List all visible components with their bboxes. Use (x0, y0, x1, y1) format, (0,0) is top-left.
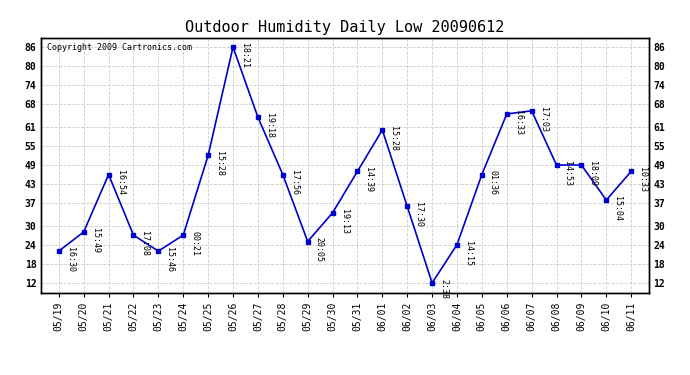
Text: 14:39: 14:39 (364, 167, 373, 192)
Text: 19:13: 19:13 (339, 209, 348, 234)
Text: 14:15: 14:15 (464, 240, 473, 266)
Text: 15:04: 15:04 (613, 196, 622, 221)
Text: 14:53: 14:53 (564, 161, 573, 186)
Text: 15:49: 15:49 (90, 228, 99, 253)
Text: 20:05: 20:05 (315, 237, 324, 262)
Text: 2:38: 2:38 (439, 279, 448, 299)
Text: 00:21: 00:21 (190, 231, 199, 256)
Text: 16:33: 16:33 (513, 110, 523, 135)
Text: 15:28: 15:28 (215, 151, 224, 176)
Text: 17:56: 17:56 (290, 170, 299, 195)
Text: 16:54: 16:54 (115, 170, 124, 195)
Text: 18:09: 18:09 (589, 161, 598, 186)
Text: 15:46: 15:46 (166, 247, 175, 272)
Text: Copyright 2009 Cartronics.com: Copyright 2009 Cartronics.com (48, 43, 193, 52)
Title: Outdoor Humidity Daily Low 20090612: Outdoor Humidity Daily Low 20090612 (186, 20, 504, 35)
Text: 10:33: 10:33 (638, 167, 647, 192)
Text: 16:30: 16:30 (66, 247, 75, 272)
Text: 15:28: 15:28 (389, 126, 398, 151)
Text: 19:18: 19:18 (265, 113, 274, 138)
Text: 18:21: 18:21 (240, 43, 249, 68)
Text: 17:03: 17:03 (539, 106, 548, 132)
Text: 17:08: 17:08 (141, 231, 150, 256)
Text: 01:36: 01:36 (489, 170, 497, 195)
Text: 17:30: 17:30 (414, 202, 423, 227)
